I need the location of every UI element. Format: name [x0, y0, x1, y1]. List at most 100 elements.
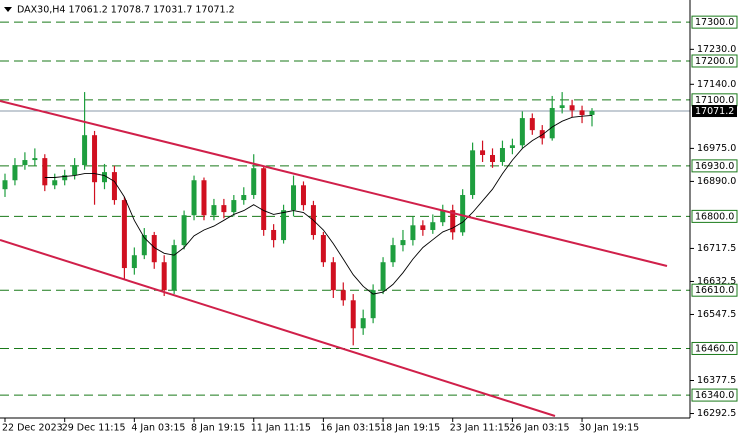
- candle-body: [52, 180, 58, 186]
- current-price-box: [692, 105, 737, 118]
- level-label-box: [691, 209, 738, 223]
- y-tick-label: 16547.5: [697, 309, 736, 320]
- level-label-box: [691, 54, 738, 68]
- candle-body: [390, 245, 396, 263]
- candle-body: [231, 200, 237, 213]
- moving-average: [44, 114, 593, 295]
- candle-body: [171, 245, 177, 291]
- candle-body: [111, 172, 117, 201]
- x-tick-label: 11 Jan 11:15: [251, 423, 311, 434]
- y-tick-label: 16377.5: [697, 375, 736, 386]
- candle-body: [151, 235, 157, 263]
- candle-body: [589, 111, 595, 115]
- plot-area: [0, 21, 690, 396]
- candle-body: [490, 155, 496, 162]
- y-tick-label: 16890.0: [697, 176, 736, 187]
- level-label: 16340.0: [695, 390, 734, 401]
- candle-body: [380, 262, 386, 291]
- candle-body: [470, 150, 476, 196]
- candle-body: [32, 158, 38, 161]
- candle-body: [460, 195, 466, 233]
- candle-body: [579, 110, 585, 115]
- candle-body: [121, 200, 127, 269]
- candle-body: [12, 165, 18, 181]
- candle-body: [410, 225, 416, 241]
- candle-body: [2, 180, 8, 190]
- candle-body: [161, 262, 167, 291]
- candle-body: [370, 290, 376, 319]
- candle-body: [440, 210, 446, 223]
- candle-body: [221, 205, 227, 213]
- candle-body: [559, 105, 565, 108]
- candle-body: [82, 135, 88, 166]
- candle-body: [271, 229, 277, 241]
- candle-body: [300, 185, 306, 206]
- candle-body: [499, 148, 505, 162]
- y-tick-label: 16292.5: [697, 408, 736, 419]
- candle-body: [181, 215, 187, 246]
- candle-body: [519, 118, 525, 146]
- y-tick-label: 16632.5: [697, 276, 736, 287]
- level-label-box: [691, 159, 738, 173]
- candle-body: [539, 130, 545, 139]
- candle-body: [72, 165, 78, 176]
- candle-body: [92, 135, 98, 183]
- candle-body: [420, 225, 426, 230]
- candle-body: [320, 235, 326, 263]
- x-tick-label: 23 Jan 11:15: [450, 423, 510, 434]
- candle-body: [62, 175, 68, 181]
- candle-body: [261, 168, 267, 230]
- candle-body: [529, 118, 535, 131]
- candle-body: [191, 180, 197, 216]
- level-label: 16930.0: [695, 161, 734, 172]
- level-label-box: [691, 341, 738, 355]
- level-label: 17100.0: [695, 95, 734, 106]
- current-price-label: 17071.2: [695, 106, 734, 117]
- x-tick-label: 29 Dec 11:15: [62, 423, 126, 434]
- x-tick-label: 18 Jan 19:15: [380, 423, 440, 434]
- candle-body: [549, 107, 555, 139]
- candle-body: [360, 318, 366, 329]
- trend-line-lower: [0, 239, 556, 417]
- candle-body: [211, 205, 217, 216]
- candle-body: [22, 160, 28, 166]
- candle-body: [480, 150, 486, 156]
- y-tick-label: 17140.0: [697, 79, 736, 90]
- y-tick-label: 16717.5: [697, 243, 736, 254]
- candle-body: [141, 235, 147, 256]
- level-label-box: [691, 283, 738, 297]
- candle-body: [330, 262, 336, 291]
- x-tick-label: 16 Jan 03:15: [320, 423, 380, 434]
- candle-body: [131, 255, 137, 269]
- menu-triangle: [4, 7, 12, 12]
- y-tick-label: 17230.0: [697, 44, 736, 55]
- candle-body: [281, 210, 287, 241]
- chart-title: DAX30,H4 17061.2 17078.7 17031.7 17071.2: [17, 5, 235, 16]
- candle-body: [251, 168, 257, 196]
- level-label-box: [691, 15, 738, 29]
- level-label: 16460.0: [695, 343, 734, 354]
- trend-line-upper: [0, 100, 668, 267]
- x-tick-label: 22 Dec 2023: [2, 423, 63, 434]
- candle-body: [340, 290, 346, 301]
- candle-body: [430, 222, 436, 230]
- level-label: 17300.0: [695, 17, 734, 28]
- x-tick-label: 8 Jan 19:15: [191, 423, 245, 434]
- candle-body: [400, 240, 406, 246]
- x-tick-label: 4 Jan 03:15: [131, 423, 185, 434]
- level-label-box: [691, 388, 738, 402]
- candle-body: [350, 300, 356, 329]
- y-tick-label: 16975.0: [697, 143, 736, 154]
- candle-body: [42, 158, 48, 186]
- candle-body: [201, 180, 207, 216]
- x-tick-label: 30 Jan 19:15: [579, 423, 639, 434]
- candle-body: [291, 185, 297, 211]
- candle-body: [569, 105, 575, 111]
- x-tick-label: 26 Jan 03:15: [509, 423, 569, 434]
- level-label: 16800.0: [695, 211, 734, 222]
- candle-body: [509, 145, 515, 149]
- level-label: 17200.0: [695, 56, 734, 67]
- level-label: 16610.0: [695, 285, 734, 296]
